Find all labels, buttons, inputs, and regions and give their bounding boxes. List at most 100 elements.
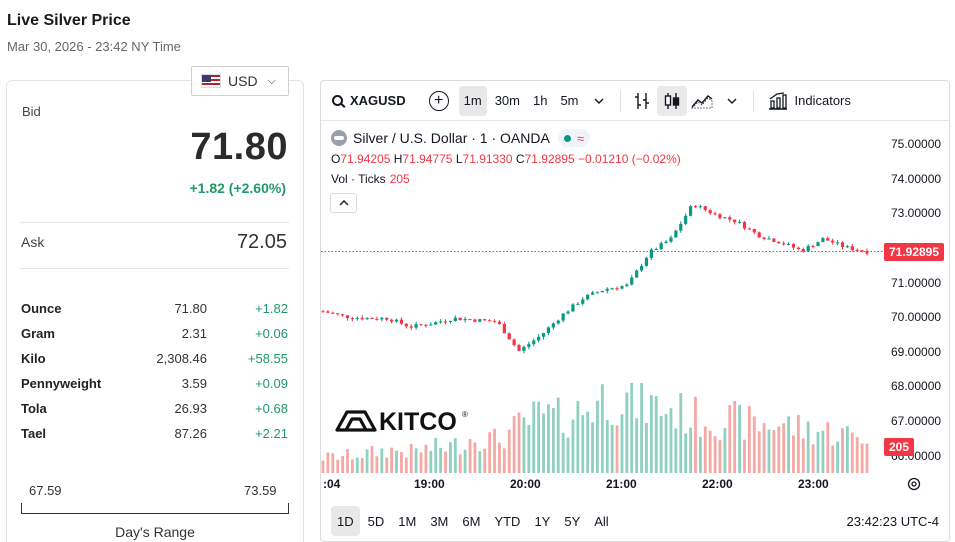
candle <box>385 317 389 322</box>
bid-price: 71.80 <box>190 126 288 168</box>
chevron-down-icon[interactable] <box>584 86 614 116</box>
chart-widget: XAGUSD + 1m 30m 1h 5m Indicators Silv <box>320 80 950 542</box>
compare-add-icon[interactable]: + <box>428 90 449 111</box>
volume-bar <box>375 456 379 473</box>
candle <box>605 287 609 294</box>
symbol-search-button[interactable]: XAGUSD <box>332 93 406 108</box>
volume-bar <box>551 407 555 473</box>
chevron-down-icon[interactable] <box>717 86 747 116</box>
candles-chart-type-icon[interactable] <box>656 85 687 116</box>
candle <box>571 303 575 312</box>
volume-bar <box>659 416 663 473</box>
price-tick-label: 71.00000 <box>891 275 942 290</box>
currency-select[interactable]: USD ⌵ <box>191 66 289 96</box>
market-status-badge[interactable]: ≈ <box>557 129 590 147</box>
price-chart-canvas[interactable] <box>321 121 886 474</box>
bar-chart-type-icon[interactable] <box>627 86 657 116</box>
range-1d-button[interactable]: 1D <box>331 506 360 536</box>
volume-bar <box>664 414 668 473</box>
silver-symbol-icon <box>331 130 347 146</box>
area-chart-type-icon[interactable] <box>687 86 717 116</box>
volume-bar <box>816 431 820 473</box>
candle <box>791 243 796 250</box>
candle <box>350 316 355 322</box>
unit-name: Kilo <box>21 351 46 366</box>
candle <box>443 319 448 325</box>
volume-bar <box>821 430 825 473</box>
volume-bar <box>694 396 697 473</box>
candle <box>752 228 756 235</box>
volume-bar <box>493 428 496 473</box>
volume-bar <box>400 452 403 473</box>
candle <box>600 290 604 293</box>
volume-bar <box>596 400 599 473</box>
candle <box>786 242 791 246</box>
volume-bar <box>787 416 790 473</box>
volume-bar <box>532 401 536 473</box>
legend-collapse-button[interactable] <box>330 193 357 213</box>
kitco-logo: KITCO ® <box>335 408 468 434</box>
range-5y-button[interactable]: 5Y <box>564 513 581 529</box>
candle <box>850 244 854 252</box>
candle <box>840 241 845 250</box>
candle <box>390 318 394 324</box>
candle <box>816 241 820 247</box>
range-1m-button[interactable]: 1M <box>398 513 417 529</box>
candle <box>551 322 555 330</box>
unit-change: +2.21 <box>255 426 288 441</box>
volume-bar <box>782 423 786 473</box>
candle <box>590 290 595 295</box>
candle <box>541 332 546 340</box>
price-scale[interactable]: 75.0000074.0000073.0000072.0000071.00000… <box>886 121 949 501</box>
candle <box>620 285 624 290</box>
candle <box>733 219 737 225</box>
market-open-dot-icon <box>563 134 571 142</box>
indicators-icon <box>768 91 787 110</box>
interval-30m-button[interactable]: 30m <box>494 93 520 108</box>
interval-5m-button[interactable]: 5m <box>560 93 579 108</box>
volume-bar <box>395 450 398 473</box>
volume-bar <box>390 447 394 473</box>
volume-bar <box>473 442 477 473</box>
volume-bar <box>439 447 443 473</box>
volume-bar <box>654 396 658 473</box>
interval-1m-button[interactable]: 1m <box>458 85 487 116</box>
candle <box>576 301 580 306</box>
indicators-button[interactable]: Indicators <box>768 91 851 110</box>
volume-bar <box>478 451 482 473</box>
volume-label: Vol · Ticks <box>331 172 386 186</box>
chart-clock[interactable]: 23:42:23 UTC-4 <box>846 513 940 529</box>
range-all-button[interactable]: All <box>594 513 609 529</box>
candle <box>517 343 521 352</box>
candle <box>463 316 467 323</box>
range-1y-button[interactable]: 1Y <box>534 513 551 529</box>
volume-bar <box>762 423 766 473</box>
volume-bar <box>600 384 604 473</box>
chart-settings-icon[interactable] <box>906 476 922 492</box>
candle <box>644 256 649 267</box>
candle <box>345 315 350 321</box>
volume-bar <box>669 408 673 473</box>
range-6m-button[interactable]: 6M <box>462 513 481 529</box>
volume-bar <box>743 439 746 473</box>
time-axis[interactable]: :04 19:00 20:00 21:00 22:00 23:00 <box>321 474 886 494</box>
candle <box>429 321 433 326</box>
volume-bar <box>542 413 545 473</box>
range-5d-button[interactable]: 5D <box>367 513 385 529</box>
legend-volume: Vol · Ticks 205 <box>331 172 410 186</box>
interval-1h-button[interactable]: 1h <box>532 93 548 108</box>
volume-bar <box>351 459 354 473</box>
volume-bar <box>728 405 732 473</box>
last-price-tag: 71.92895 <box>884 242 944 261</box>
range-ytd-button[interactable]: YTD <box>494 513 521 529</box>
volume-bar <box>684 433 688 473</box>
volume-bar <box>640 383 643 473</box>
candle <box>718 212 722 220</box>
candle <box>414 321 418 330</box>
volume-bar <box>610 424 614 473</box>
volume-bar <box>326 452 330 473</box>
unit-price: 71.80 <box>174 301 207 316</box>
range-3m-button[interactable]: 3M <box>430 513 449 529</box>
volume-bar <box>826 422 830 473</box>
volume-bar <box>360 458 364 473</box>
